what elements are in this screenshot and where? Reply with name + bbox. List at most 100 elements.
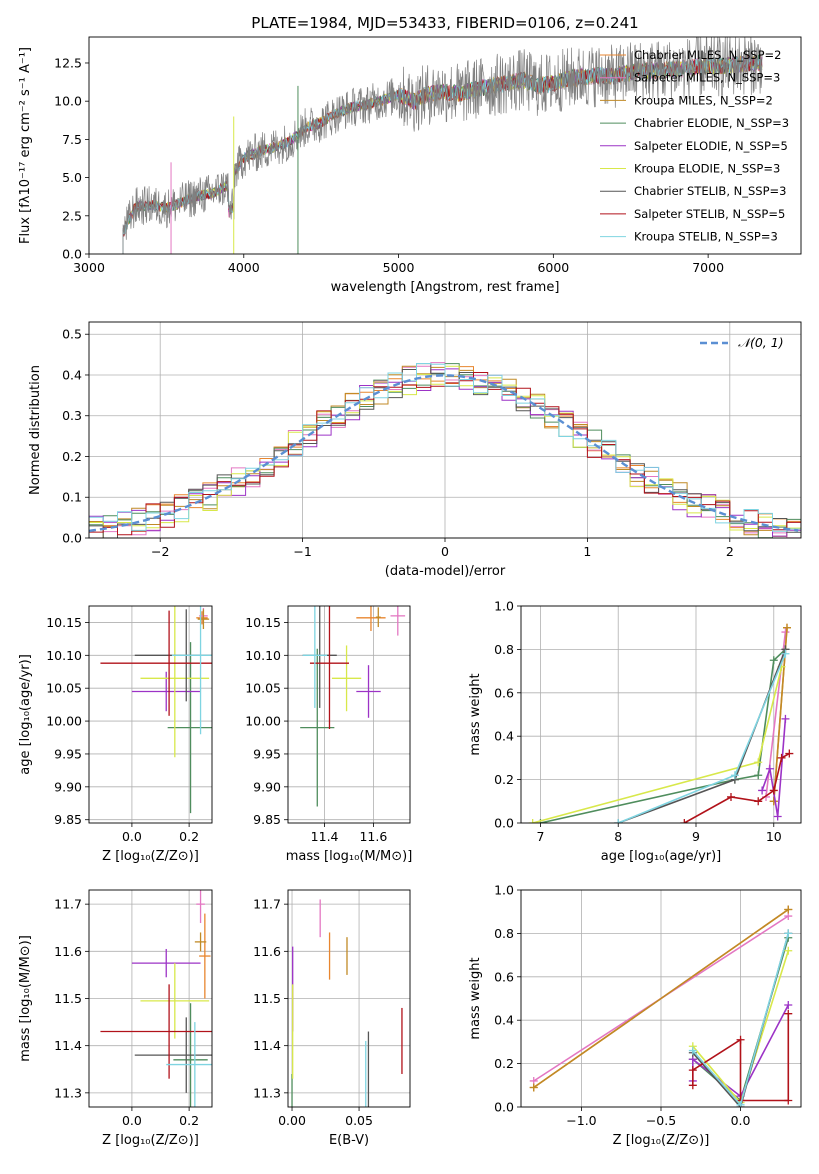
x-tick-label: 5000 [383, 260, 415, 275]
x-tick-label: 0.0 [731, 1113, 751, 1128]
y-tick-label: 11.3 [253, 1085, 281, 1100]
legend-entry: Kroupa STELIB, N_SSP=3 [634, 230, 778, 244]
data-point [331, 645, 362, 712]
y-tick-label: 9.85 [253, 812, 281, 827]
y-tick-label: 0.6 [494, 685, 514, 700]
x-tick-label: 4000 [228, 260, 260, 275]
y-tick-label: 11.7 [253, 897, 281, 912]
y-tick-label: 11.4 [253, 1038, 281, 1053]
y-tick-label: 11.5 [253, 991, 281, 1006]
x-tick-label: −1.0 [566, 1113, 596, 1128]
x-tick-label: −0.5 [646, 1113, 676, 1128]
weight-marker [765, 764, 774, 773]
weight-line [533, 908, 789, 1089]
y-tick-label: 10.15 [46, 615, 82, 630]
y-axis-label: mass weight [468, 673, 483, 755]
legend-entry: Chabrier ELODIE, N_SSP=3 [634, 116, 789, 130]
axes-frame [287, 889, 411, 1108]
y-axis-label: Normed distribution [28, 365, 43, 495]
y-tick-label: 9.90 [54, 779, 82, 794]
x-tick-label: 0.2 [179, 1113, 199, 1128]
y-tick-label: 1.0 [494, 883, 514, 898]
data-point [173, 1003, 208, 1107]
y-tick-label: 11.5 [54, 991, 82, 1006]
x-axis-label: E(B-V) [329, 1133, 369, 1148]
data-point [356, 665, 381, 718]
data-point [131, 948, 201, 978]
x-axis-label: Z [log₁₀(Z/Z⊙)] [102, 849, 199, 864]
weight-marker [688, 1081, 697, 1090]
data-point [196, 611, 208, 625]
y-tick-label: 0.4 [62, 367, 82, 382]
x-axis-label: Z [log₁₀(Z/Z⊙)] [613, 1133, 710, 1148]
legend: Chabrier MILES, N_SSP=2 Salpeter MILES, N… [600, 48, 789, 244]
weight-series [529, 905, 793, 1107]
y-tick-label: 5.0 [62, 170, 82, 185]
weight-marker [730, 771, 739, 780]
data-point [375, 607, 381, 628]
data-point [134, 1017, 212, 1093]
weight-marker [754, 771, 763, 780]
weight-marker [528, 819, 537, 823]
y-axis-label: Flux [fλ10⁻¹⁷ erg cm⁻² s⁻¹ A⁻¹] [18, 47, 33, 244]
y-tick-label: 0.8 [494, 642, 514, 657]
histogram-series [89, 363, 801, 538]
legend-entry: 𝒩(0, 1) [738, 335, 784, 350]
x-tick-label: 0.00 [278, 1113, 306, 1128]
weight-marker [784, 929, 793, 938]
data-point [309, 606, 349, 729]
data-point [140, 963, 210, 1039]
legend: 𝒩(0, 1) [700, 335, 784, 350]
x-axis-label: (data-model)/error [385, 564, 506, 579]
weight-marker [784, 1001, 793, 1010]
x-tick-label: 0.2 [179, 829, 199, 844]
weight-marker [614, 819, 623, 823]
y-tick-label: 10.05 [245, 681, 281, 696]
data-point [194, 932, 207, 952]
weight-marker [784, 1096, 793, 1105]
weight-marker [785, 749, 794, 758]
observed-spectrum-line [122, 37, 763, 254]
x-tick-label: 9 [692, 829, 700, 844]
y-tick-label: 10.05 [46, 681, 82, 696]
weight-marker [529, 1083, 538, 1092]
data-point [100, 610, 212, 716]
y-tick-label: 0.5 [62, 327, 82, 342]
x-axis-label: mass [log₁₀(M/M⊙)] [286, 849, 413, 864]
axes-frame [88, 605, 213, 824]
y-tick-label: 0.4 [494, 1013, 514, 1028]
x-axis-label: Z [log₁₀(Z/Z⊙)] [102, 1133, 199, 1148]
axes-frame [88, 889, 213, 1108]
y-axis-label: age [log₁₀(age/yr)] [18, 654, 33, 775]
x-tick-label: 7 [536, 829, 544, 844]
legend-entry: Salpeter MILES, N_SSP=3 [634, 71, 780, 85]
x-tick-label: 0.05 [345, 1113, 373, 1128]
data-point [171, 606, 212, 735]
weight-marker [781, 714, 790, 723]
x-axis-label: wavelength [Angstrom, rest frame] [331, 280, 560, 295]
weight-marker [783, 623, 791, 632]
y-tick-label: 9.95 [253, 746, 281, 761]
weight-marker [769, 656, 778, 665]
y-tick-label: 0.8 [494, 926, 514, 941]
weight-series [528, 623, 794, 823]
x-tick-label: 8 [614, 829, 622, 844]
weight-marker [784, 946, 793, 955]
panel-weight-vs-Z: −1.0 −0.5 0.0 0.0 0.2 0.4 0.6 0.8 1.0 Z [log₁₀(Z/… [468, 883, 802, 1148]
weight-marker [754, 797, 763, 806]
y-tick-label: 2.5 [62, 208, 82, 223]
x-tick-label: 11.4 [311, 829, 339, 844]
panel-weight-vs-age: 7 8 9 10 0.0 0.2 0.4 0.6 0.8 1.0 age [log₁₀(age/yr… [468, 599, 802, 864]
weight-marker [754, 758, 763, 767]
weight-marker [688, 1066, 697, 1075]
data-point [356, 606, 386, 631]
x-tick-label: 11.6 [359, 829, 387, 844]
weight-marker [727, 792, 735, 801]
axes-frame [88, 36, 802, 255]
y-axis-label: mass weight [468, 957, 483, 1039]
y-tick-label: 0.2 [494, 1056, 514, 1071]
x-tick-label: 7000 [692, 260, 724, 275]
y-tick-label: 12.5 [54, 55, 82, 70]
axes-frame [88, 321, 802, 539]
weight-marker [769, 786, 778, 795]
